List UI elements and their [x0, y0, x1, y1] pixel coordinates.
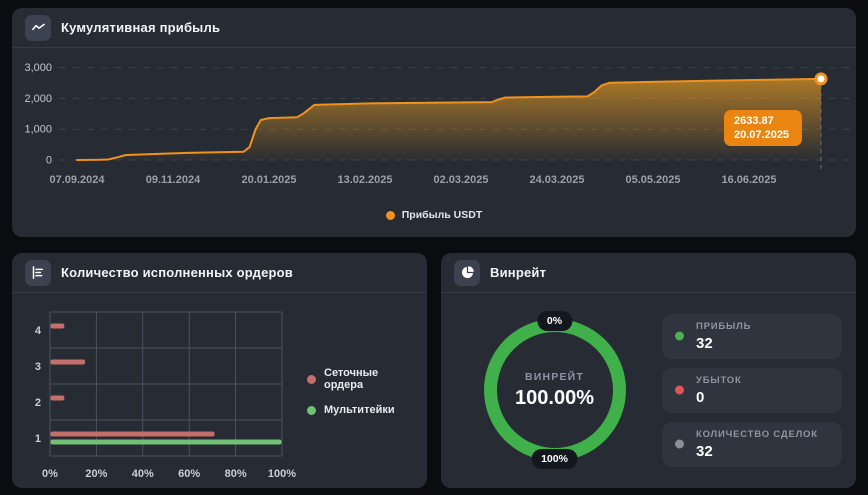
stat-card-loss: УБЫТОК 0 — [662, 367, 842, 413]
stat-label: УБЫТОК — [696, 374, 742, 386]
x-axis-tick-label: 0% — [42, 468, 58, 480]
donut-center-title: ВИНРЕЙТ — [524, 370, 585, 383]
legend-label-profit-usdt[interactable]: Прибыль USDT — [401, 209, 483, 221]
winrate-stats: ПРИБЫЛЬ 32 УБЫТОК 0 КОЛИЧЕСТВО СДЕЛОК 32 — [662, 313, 842, 467]
bar-grid-orders — [50, 323, 65, 329]
winrate-donut[interactable]: 0% ВИНРЕЙТ 100.00% 100% — [483, 311, 626, 469]
x-axis-tick-label: 80% — [225, 468, 247, 480]
pie-chart-icon — [454, 259, 480, 286]
stat-label: ПРИБЫЛЬ — [696, 320, 752, 332]
stat-label: КОЛИЧЕСТВО СДЕЛОК — [696, 428, 818, 440]
panel-winrate: Винрейт 0% ВИНРЕЙТ 100.00% 100% ПРИБЫЛЬ … — [441, 253, 856, 488]
trend-line-icon — [25, 14, 51, 41]
x-axis-tick-label: 16.06.2025 — [721, 174, 776, 186]
donut-scale-bottom: 100% — [531, 449, 578, 469]
last-point-marker — [814, 72, 828, 86]
panel-header: Количество исполненных ордеров — [12, 253, 427, 293]
panel-executed-orders: Количество исполненных ордеров 0% 20% 40% 6… — [12, 253, 427, 488]
donut-scale-top: 0% — [536, 311, 573, 331]
y-axis-tick-label: 1,000 — [24, 124, 52, 136]
x-axis-tick-label: 20.01.2025 — [241, 174, 296, 186]
cumulative-profit-chart[interactable]: 0 1,000 2,000 3,000 07.09.2024 09.11.2024 20.0… — [12, 48, 856, 200]
y-axis-tick-label: 0 — [46, 155, 52, 167]
x-axis-tick-label: 24.03.2025 — [529, 174, 584, 186]
y-axis-category-label: 2 — [35, 397, 41, 409]
tooltip-date: 20.07.2025 — [734, 129, 789, 141]
y-axis-category-label: 1 — [35, 433, 41, 445]
donut-zone: 0% ВИНРЕЙТ 100.00% 100% — [447, 311, 662, 469]
x-axis-tick-label: 05.05.2025 — [625, 174, 680, 186]
profit-dot — [675, 331, 684, 341]
panel-title: Кумулятивная прибыль — [61, 20, 221, 35]
x-axis-tick-label: 09.11.2024 — [146, 174, 201, 186]
bar-multitakes — [50, 439, 282, 445]
winrate-content: 0% ВИНРЕЙТ 100.00% 100% ПРИБЫЛЬ 32 УБЫТО — [441, 293, 856, 487]
y-axis-category-label: 4 — [35, 325, 42, 337]
donut-center-value: 100.00% — [515, 386, 594, 409]
legend-label-multitakes: Мультитейки — [324, 404, 395, 416]
y-axis-category-label: 3 — [35, 361, 41, 373]
stat-card-profit: ПРИБЫЛЬ 32 — [662, 313, 842, 359]
stat-value: 0 — [696, 388, 705, 406]
panel-title: Винрейт — [490, 265, 547, 280]
loss-dot — [675, 385, 684, 395]
chart-tooltip: 2633.87 20.07.2025 — [724, 110, 802, 146]
panel-header: Винрейт — [441, 253, 856, 293]
legend-label-grid-orders: Сеточные ордера — [324, 367, 379, 391]
profit-legend: Прибыль USDT — [12, 200, 856, 230]
x-axis-tick-label: 13.02.2025 — [337, 174, 392, 186]
bar-grid-orders — [50, 395, 65, 401]
y-axis-tick-label: 3,000 — [24, 62, 52, 74]
stat-card-trades-count: КОЛИЧЕСТВО СДЕЛОК 32 — [662, 421, 842, 467]
orders-legend: Сеточные ордера Мультитейки — [307, 367, 419, 416]
legend-dot-grid-orders — [307, 374, 316, 384]
x-axis-tick-label: 40% — [132, 468, 154, 480]
trades-dot — [675, 439, 684, 449]
panel-cumulative-profit: Кумулятивная прибыль 0 1,000 2,000 3,000 07.… — [12, 8, 856, 237]
stat-value: 32 — [696, 334, 713, 352]
profit-chart-area: 0 1,000 2,000 3,000 07.09.2024 09.11.2024 20.0… — [12, 48, 856, 230]
x-axis-tick-label: 02.03.2025 — [433, 174, 488, 186]
panel-title: Количество исполненных ордеров — [61, 265, 293, 280]
bar-grid-orders — [50, 431, 215, 437]
stat-value: 32 — [696, 442, 713, 460]
x-axis-tick-label: 07.09.2024 — [49, 174, 105, 186]
x-axis-tick-label: 100% — [268, 468, 296, 480]
bar-chart-horizontal-icon — [25, 259, 51, 286]
legend-item-grid-orders[interactable]: Сеточные ордера — [307, 367, 419, 391]
y-axis-tick-label: 2,000 — [24, 93, 52, 105]
x-axis-tick-label: 60% — [178, 468, 200, 480]
profit-line — [76, 77, 822, 161]
panel-header: Кумулятивная прибыль — [12, 8, 856, 48]
legend-dot-profit-usdt — [385, 210, 395, 220]
legend-dot-multitakes — [307, 405, 316, 415]
x-axis-tick-label: 20% — [85, 468, 107, 480]
tooltip-value: 2633.87 — [734, 115, 774, 127]
bottom-row: Количество исполненных ордеров 0% 20% 40% 6… — [12, 253, 856, 488]
executed-orders-chart[interactable]: 0% 20% 40% 60% 80% 100% 4 3 2 1 — [14, 298, 301, 485]
orders-chart-area: 0% 20% 40% 60% 80% 100% 4 3 2 1 Сеточные ордера М… — [12, 293, 427, 487]
bar-grid-orders — [50, 359, 86, 365]
legend-item-multitakes[interactable]: Мультитейки — [307, 404, 419, 416]
profit-area — [77, 78, 821, 160]
